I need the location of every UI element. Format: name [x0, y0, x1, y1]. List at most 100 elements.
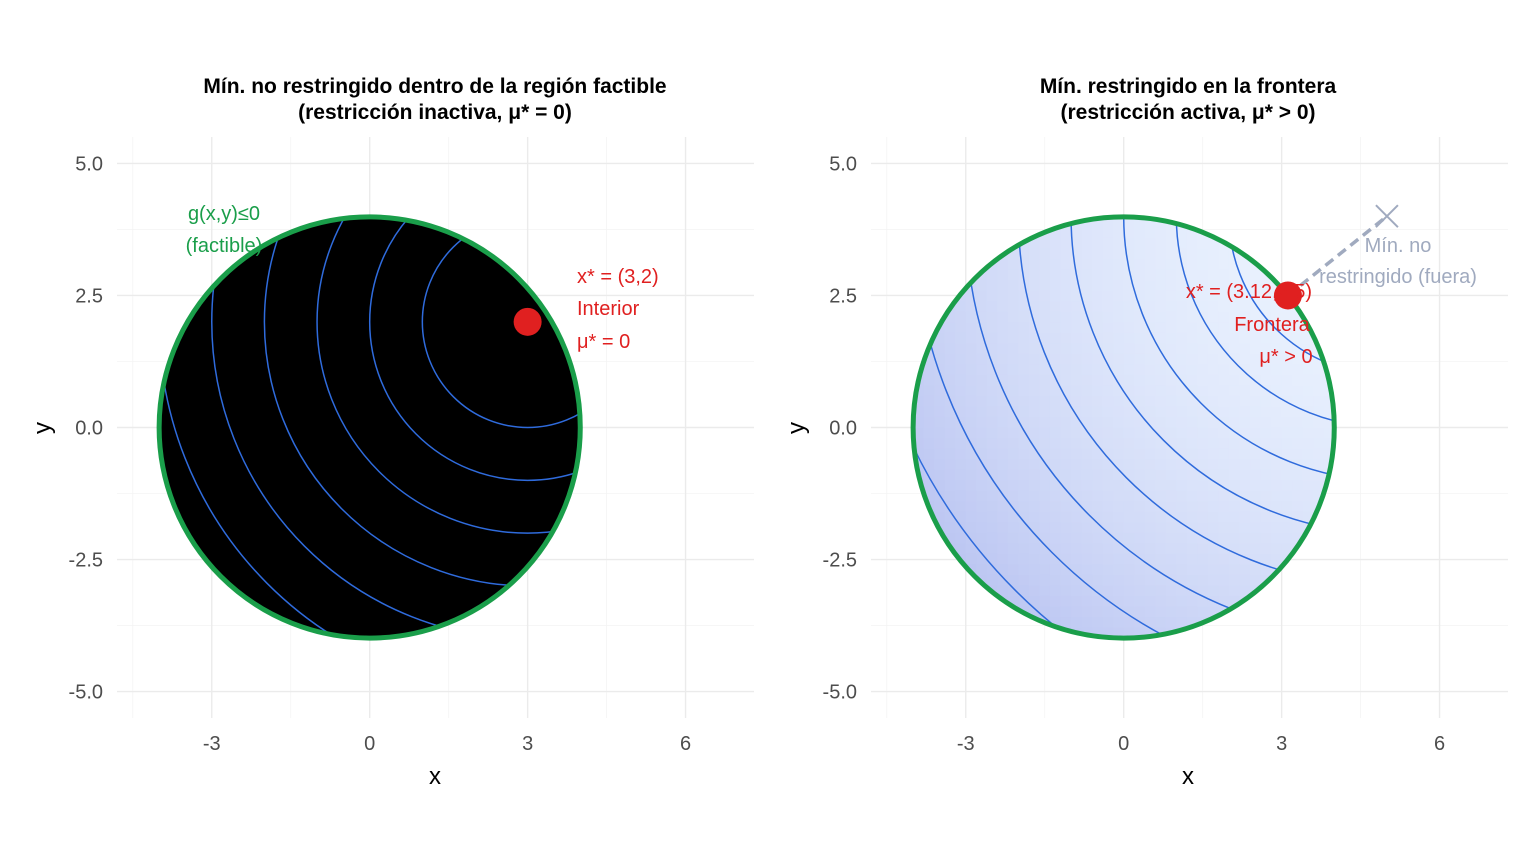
fill-cell — [548, 501, 560, 513]
fill-cell — [1060, 374, 1072, 386]
fill-cell — [390, 595, 402, 608]
fill-cell — [1144, 617, 1156, 629]
fill-cell — [443, 364, 455, 376]
fill-cell — [1281, 480, 1293, 492]
fill-cell — [338, 543, 350, 555]
fill-cell — [1007, 553, 1020, 565]
fill-cell — [443, 416, 455, 429]
fill-cell — [380, 627, 392, 639]
fill-cell — [1239, 353, 1251, 365]
fill-cell — [285, 259, 297, 271]
fill-cell — [1271, 543, 1283, 555]
fill-cell — [1028, 248, 1041, 260]
fill-cell — [1176, 595, 1188, 608]
fill-cell — [517, 459, 529, 471]
fill-cell — [232, 364, 244, 376]
fill-cell — [1207, 385, 1220, 397]
fill-cell — [453, 553, 466, 565]
fill-cell — [232, 448, 244, 460]
fill-cell — [1250, 427, 1262, 439]
fill-cell — [1081, 227, 1093, 239]
fill-cell — [1292, 564, 1304, 576]
fill-cell — [232, 374, 244, 386]
fill-cell — [211, 332, 223, 344]
fill-cell — [1260, 438, 1272, 450]
fill-cell — [190, 564, 202, 576]
fill-cell — [1271, 322, 1283, 334]
fill-cell — [1186, 448, 1198, 460]
fill-cell — [295, 459, 308, 471]
fill-cell — [295, 480, 308, 492]
fill-cell — [1102, 343, 1114, 355]
fill-cell — [1271, 501, 1283, 513]
fill-cell — [955, 343, 967, 355]
fill-cell — [211, 585, 223, 597]
fill-cell — [1134, 332, 1146, 344]
fill-cell — [253, 416, 266, 429]
fill-cell — [986, 416, 998, 429]
fill-cell — [1071, 227, 1083, 239]
fill-cell — [538, 511, 550, 523]
fill-cell — [923, 416, 935, 429]
fill-cell — [496, 459, 508, 471]
fill-cell — [997, 311, 1009, 323]
fill-cell — [1228, 574, 1241, 587]
fill-cell — [1165, 374, 1177, 386]
fill-cell — [1071, 353, 1083, 365]
fill-cell — [1239, 490, 1251, 502]
fill-cell — [369, 406, 381, 418]
fill-cell — [1228, 301, 1241, 313]
fill-cell — [306, 585, 318, 597]
y-axis-label: y — [783, 422, 810, 434]
fill-cell — [1134, 237, 1146, 250]
fill-cell — [464, 617, 476, 629]
fill-cell — [1018, 427, 1030, 439]
fill-cell — [517, 501, 529, 513]
fill-cell — [1186, 595, 1198, 608]
fill-cell — [997, 343, 1009, 355]
fill-cell — [169, 490, 181, 502]
fill-cell — [295, 595, 308, 608]
fill-cell — [1134, 416, 1146, 429]
fill-cell — [1134, 553, 1146, 565]
fill-cell — [1155, 227, 1167, 239]
fill-cell — [285, 564, 297, 576]
fill-cell — [1102, 511, 1114, 523]
fill-cell — [955, 543, 967, 555]
fill-cell — [1207, 406, 1220, 418]
fill-cell — [1102, 448, 1114, 460]
fill-cell — [380, 237, 392, 250]
fill-cell — [1007, 585, 1020, 597]
fill-cell — [1250, 564, 1262, 576]
fill-cell — [1186, 353, 1198, 365]
fill-cell — [976, 385, 988, 397]
fill-cell — [1218, 427, 1230, 439]
fill-cell — [1176, 332, 1188, 344]
fill-cell — [1134, 311, 1146, 323]
fill-cell — [559, 522, 571, 534]
fill-cell — [474, 395, 487, 408]
fill-cell — [274, 480, 287, 492]
fill-cell — [944, 280, 956, 292]
fill-cell — [474, 501, 487, 513]
fill-cell — [1218, 248, 1230, 260]
fill-cell — [443, 469, 455, 481]
fill-cell — [327, 322, 339, 334]
fill-cell — [1302, 459, 1314, 471]
fill-cell — [485, 585, 497, 597]
fill-cell — [1049, 322, 1062, 334]
fill-cell — [422, 469, 434, 481]
fill-cell — [306, 416, 318, 429]
fill-cell — [506, 448, 518, 460]
fill-cell — [976, 448, 988, 460]
fill-cell — [1218, 564, 1230, 576]
fill-cell — [965, 490, 977, 502]
y-tick-label: 0.0 — [829, 418, 857, 440]
fill-cell — [1271, 469, 1283, 481]
fill-cell — [253, 301, 266, 313]
fill-cell — [976, 595, 988, 608]
fill-cell — [1250, 416, 1262, 429]
fill-cell — [317, 448, 329, 460]
fill-cell — [1018, 617, 1030, 629]
fill-cell — [1218, 290, 1230, 302]
